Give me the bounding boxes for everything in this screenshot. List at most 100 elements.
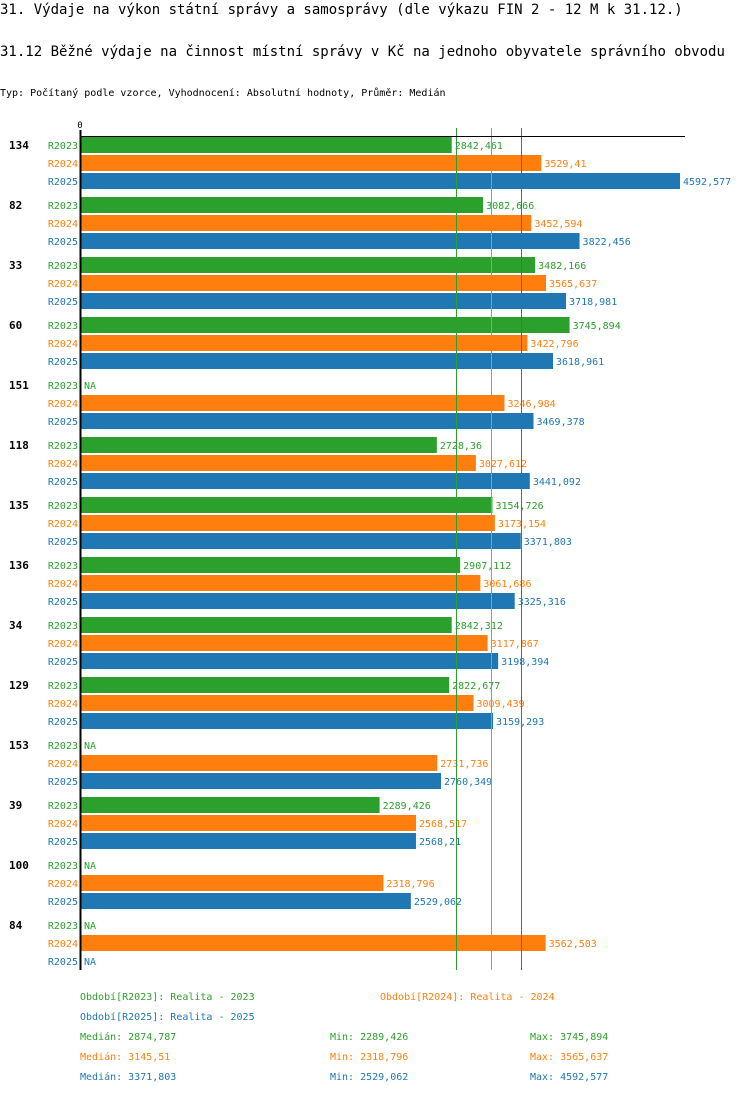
series-label: R2024 [48, 339, 78, 350]
series-label: R2024 [48, 459, 78, 470]
series-label: R2023 [48, 741, 78, 752]
bar [81, 695, 474, 711]
data-label: 4592,577 [683, 177, 731, 188]
series-label: R2024 [48, 279, 78, 290]
bar [81, 353, 554, 369]
data-label: 2907,112 [463, 561, 511, 572]
series-label: R2023 [48, 681, 78, 692]
series-label: R2023 [48, 621, 78, 632]
data-label: 3159,293 [496, 717, 544, 728]
data-label: 3027,612 [479, 459, 527, 470]
stat-median-r2024: Medián: 3145,51 [80, 1052, 171, 1063]
data-label: 3082,666 [486, 201, 534, 212]
na-label: NA [84, 861, 96, 872]
bar [81, 833, 416, 849]
data-label: 3618,961 [556, 357, 604, 368]
page-title: 31. Výdaje na výkon státní správy a samo… [0, 2, 683, 18]
bar [81, 293, 567, 309]
bar [81, 677, 450, 693]
bar [81, 413, 534, 429]
data-label: 3441,092 [533, 477, 581, 488]
bar [81, 173, 680, 189]
series-label: R2025 [48, 657, 78, 668]
series-label: R2023 [48, 441, 78, 452]
series-label: R2025 [48, 297, 78, 308]
stat-max-r2025: Max: 4592,577 [530, 1072, 609, 1083]
bar [81, 455, 476, 471]
data-label: 2731,736 [440, 759, 488, 770]
series-label: R2023 [48, 501, 78, 512]
data-label: 3718,981 [569, 297, 617, 308]
series-label: R2025 [48, 357, 78, 368]
series-label: R2025 [48, 417, 78, 428]
category-label: 153 [9, 739, 29, 752]
category-label: 100 [9, 859, 29, 872]
data-label: 2529,062 [414, 897, 462, 908]
series-label: R2025 [48, 597, 78, 608]
category-label: 118 [9, 439, 29, 452]
stat-median-r2025: Medián: 3371,803 [80, 1072, 177, 1083]
legend-period-r2024: Období[R2024]: Realita - 2024 [380, 992, 555, 1003]
data-label: 2289,426 [383, 801, 431, 812]
series-label: R2025 [48, 537, 78, 548]
stat-max-r2024: Max: 3565,637 [530, 1052, 609, 1063]
series-label: R2023 [48, 801, 78, 812]
category-label: 33 [9, 259, 22, 272]
data-label: 2842,461 [455, 141, 503, 152]
category-label: 34 [9, 619, 23, 632]
series-label: R2023 [48, 141, 78, 152]
series-label: R2023 [48, 261, 78, 272]
category-label: 135 [9, 499, 29, 512]
series-label: R2024 [48, 819, 78, 830]
category-label: 39 [9, 799, 22, 812]
bar [81, 653, 499, 669]
bar [81, 593, 515, 609]
chart-info: Typ: Počítaný podle vzorce, Vyhodnocení:… [0, 88, 446, 99]
bar [81, 437, 437, 453]
data-label: 2568,517 [419, 819, 467, 830]
series-label: R2023 [48, 561, 78, 572]
data-label: 2318,796 [386, 879, 434, 890]
legend-period-r2025: Období[R2025]: Realita - 2025 [80, 1012, 255, 1023]
data-label: 3745,894 [573, 321, 621, 332]
data-label: 3822,456 [583, 237, 631, 248]
na-label: NA [84, 381, 96, 392]
data-label: 2822,677 [452, 681, 500, 692]
category-label: 151 [9, 379, 29, 392]
series-label: R2025 [48, 477, 78, 488]
stat-min-r2023: Min: 2289,426 [330, 1032, 409, 1043]
data-label: 2760,349 [444, 777, 492, 788]
bar [81, 635, 488, 651]
na-label: NA [84, 921, 96, 932]
data-label: 3198,394 [501, 657, 549, 668]
bar [81, 473, 530, 489]
bar [81, 317, 570, 333]
bar [81, 797, 380, 813]
stat-max-r2023: Max: 3745,894 [530, 1032, 609, 1043]
data-label: 3529,41 [544, 159, 586, 170]
bar [81, 875, 384, 891]
series-label: R2023 [48, 201, 78, 212]
data-label: 3371,803 [524, 537, 572, 548]
stat-median-r2023: Medián: 2874,787 [80, 1032, 177, 1043]
bar [81, 557, 461, 573]
data-label: 3325,316 [518, 597, 566, 608]
stat-min-r2024: Min: 2318,796 [330, 1052, 409, 1063]
data-label: 3246,984 [507, 399, 555, 410]
data-label: 3009,439 [477, 699, 525, 710]
series-label: R2024 [48, 219, 78, 230]
data-label: 3562,503 [549, 939, 597, 950]
data-label: 2568,21 [419, 837, 461, 848]
data-label: 3422,796 [530, 339, 578, 350]
bar [81, 197, 484, 213]
bar [81, 617, 452, 633]
category-label: 134 [9, 139, 29, 152]
category-label: 129 [9, 679, 29, 692]
category-label: 136 [9, 559, 29, 572]
data-label: 3565,637 [549, 279, 597, 290]
bar [81, 155, 542, 171]
series-label: R2025 [48, 237, 78, 248]
bar [81, 815, 417, 831]
x-tick-label: 0 [77, 121, 82, 131]
bar [81, 533, 521, 549]
